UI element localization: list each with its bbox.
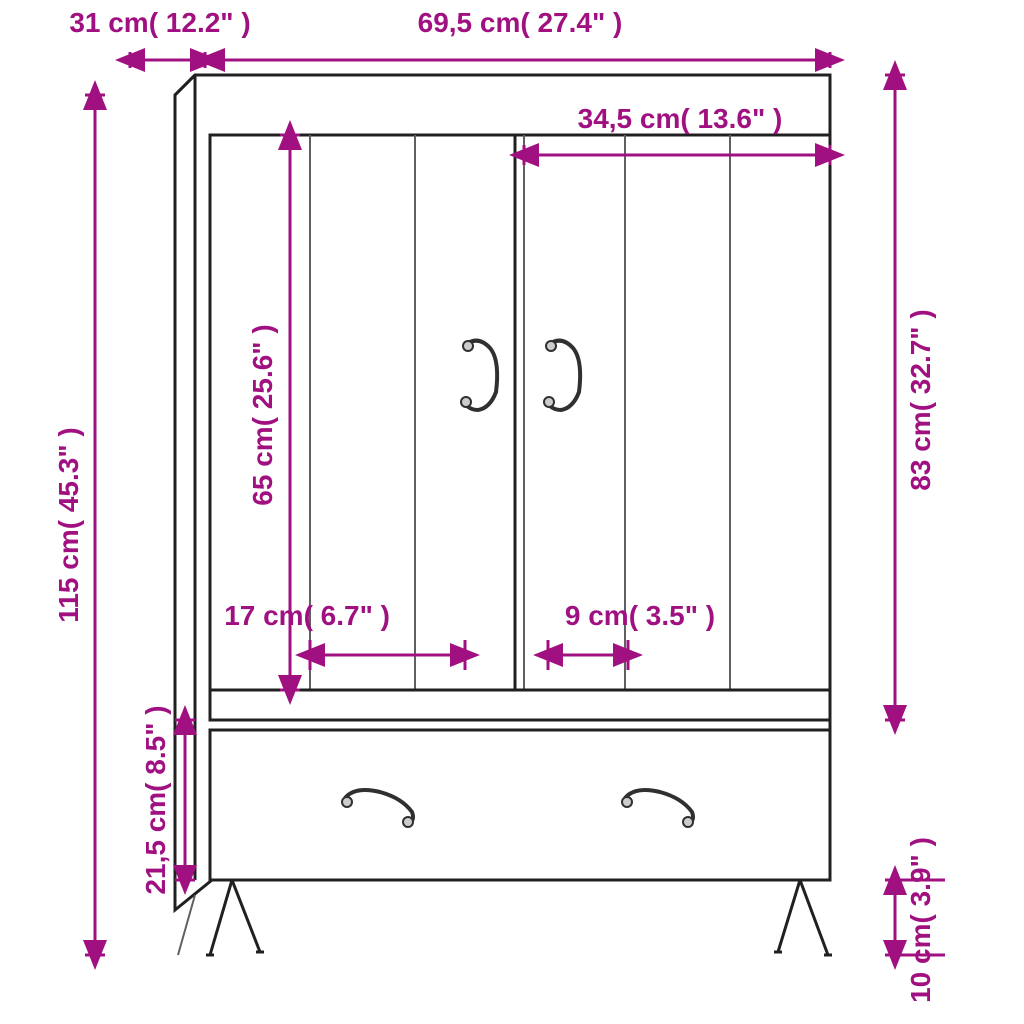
- label-width: 69,5 cm( 27.4" ): [418, 7, 623, 38]
- label-leg-height: 10 cm( 3.9" ): [905, 837, 936, 1003]
- drawer-handles: [342, 790, 693, 827]
- dim-total-height: [85, 95, 105, 955]
- label-door-height: 65 cm( 25.6" ): [247, 324, 278, 505]
- door-handles: [461, 341, 580, 410]
- dim-drawer-height: [175, 720, 195, 880]
- dim-right-height: [885, 75, 905, 720]
- dim-center-gap: [548, 640, 628, 670]
- dim-width: [210, 52, 830, 68]
- label-drawer-height: 21,5 cm( 8.5" ): [140, 705, 171, 894]
- label-right-height: 83 cm( 32.7" ): [905, 309, 936, 490]
- label-total-height: 115 cm( 45.3" ): [53, 427, 84, 622]
- label-center-gap: 9 cm( 3.5" ): [565, 600, 715, 631]
- dim-depth: [130, 52, 205, 68]
- dim-shelf-width: [524, 145, 830, 165]
- label-depth: 31 cm( 12.2" ): [69, 7, 250, 38]
- dim-panel-width: [310, 640, 465, 670]
- cabinet-legs: [178, 880, 832, 955]
- label-panel-width: 17 cm( 6.7" ): [224, 600, 390, 631]
- technical-drawing: 31 cm( 12.2" ) 69,5 cm( 27.4" ) 34,5 cm(…: [0, 0, 1024, 1024]
- label-shelf-width: 34,5 cm( 13.6" ): [578, 103, 783, 134]
